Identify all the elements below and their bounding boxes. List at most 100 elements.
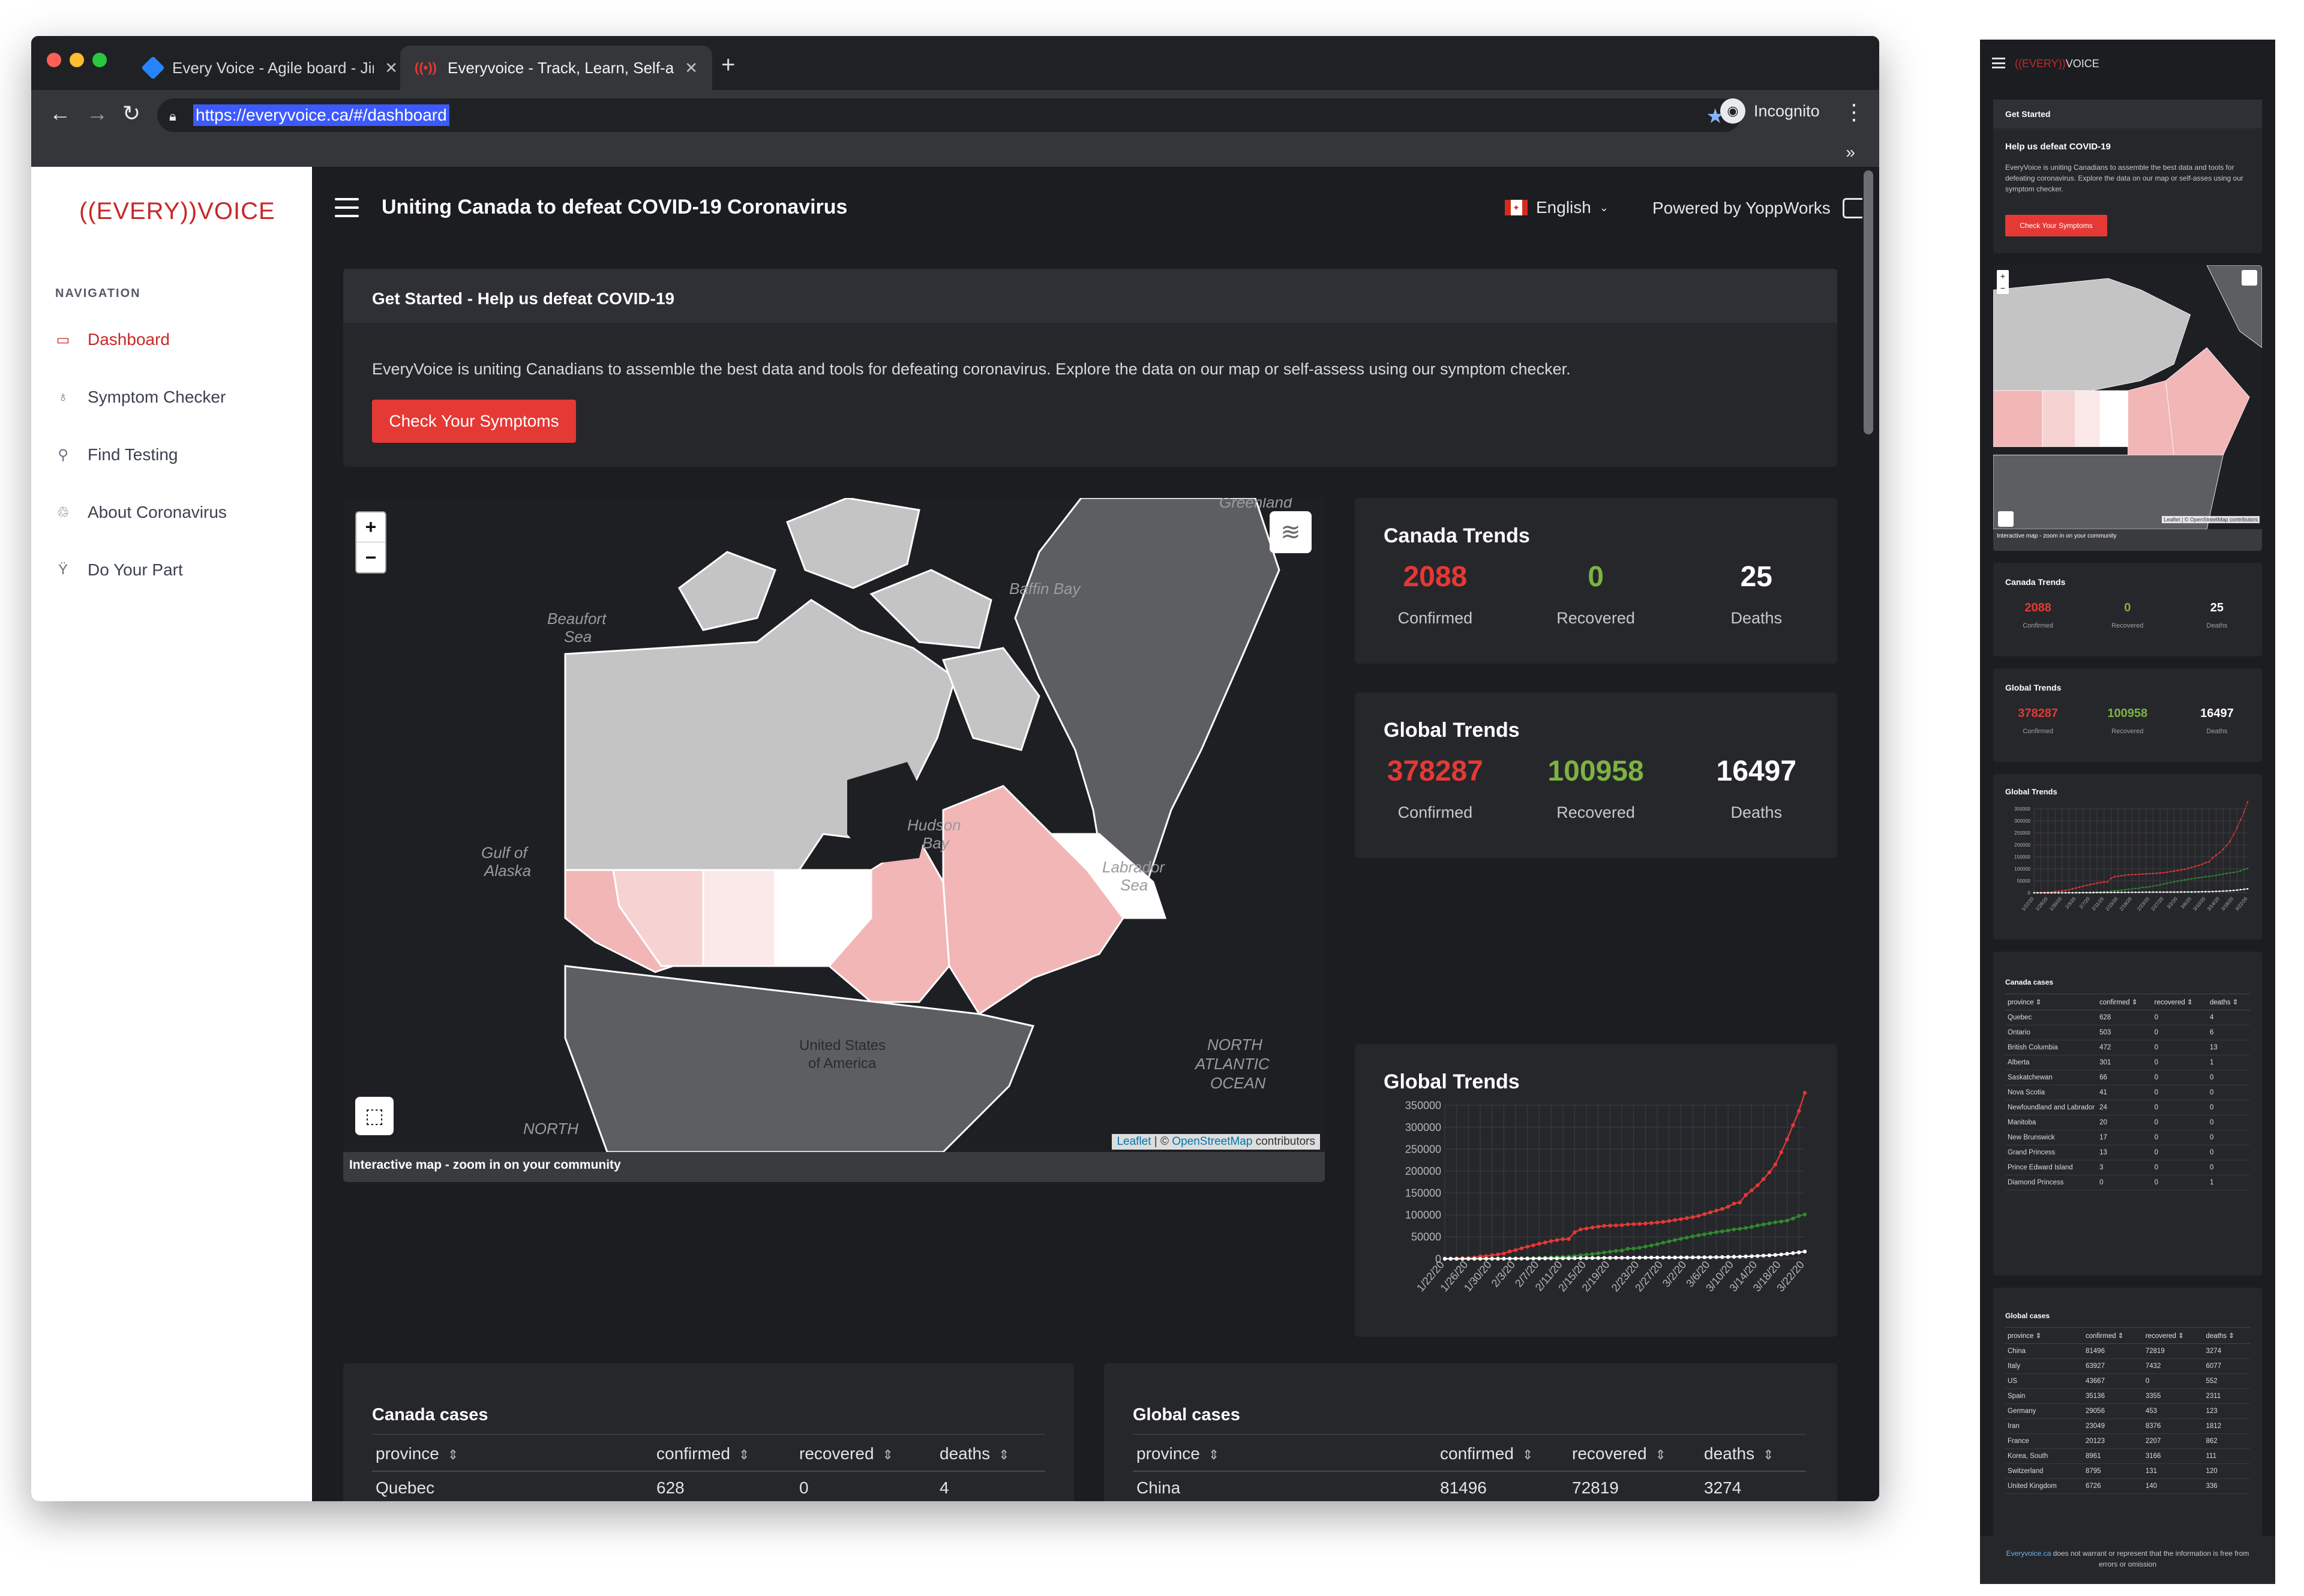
data-point <box>1708 1210 1712 1214</box>
data-point <box>2054 890 2056 893</box>
browser-tab-jira[interactable]: Every Voice - Agile board - Jira ✕ <box>130 46 412 90</box>
zoom-box-icon[interactable] <box>1998 511 2014 527</box>
everyvoice-logo[interactable]: ((EVERY))VOICE <box>79 198 275 225</box>
sidebar-item-about-coronavirus[interactable]: ♲ About Coronavirus <box>55 503 227 522</box>
column-header-province[interactable]: province ⇕ <box>2005 1327 2083 1344</box>
x-tick-label: 1/22/20 <box>2020 896 2035 912</box>
mobile-zoom-control[interactable]: + − <box>1997 270 2009 294</box>
maximize-window-button[interactable] <box>92 53 107 67</box>
sort-icon[interactable]: ⇕ <box>882 1447 893 1462</box>
minimize-window-button[interactable] <box>70 53 84 67</box>
browser-menu-icon[interactable]: ⋮ <box>1843 100 1865 124</box>
sort-icon[interactable]: ⇕ <box>1208 1447 1220 1462</box>
column-header-deaths[interactable]: deaths ⇕ <box>2203 1327 2250 1344</box>
address-bar[interactable]: 🔒︎ https://everyvoice.ca/#/dashboard ★ <box>157 98 1741 132</box>
sidebar-item-dashboard[interactable]: ▭ Dashboard <box>55 330 170 349</box>
mobile-map-card[interactable]: + − Leaflet | © OpenStreetMap contributor… <box>1993 265 2262 551</box>
column-header-confirmed[interactable]: confirmed ⇕ <box>653 1434 796 1472</box>
data-point <box>2194 877 2196 880</box>
column-header-recovered[interactable]: recovered ⇕ <box>796 1434 936 1472</box>
column-header-confirmed[interactable]: confirmed ⇕ <box>2097 994 2152 1010</box>
data-point <box>1531 1243 1535 1247</box>
incognito-indicator[interactable]: ◉ Incognito <box>1720 98 1820 124</box>
cell-confirmed: 81496 <box>2083 1343 2143 1359</box>
layers-icon[interactable] <box>2242 270 2257 286</box>
footer-link[interactable]: Everyvoice.ca <box>2006 1549 2051 1558</box>
sort-icon[interactable]: ⇕ <box>1522 1447 1534 1462</box>
sort-icon[interactable]: ⇕ <box>1763 1447 1774 1462</box>
data-point <box>2145 873 2147 875</box>
data-point <box>1555 1238 1559 1242</box>
sort-icon[interactable]: ⇕ <box>738 1447 750 1462</box>
data-point <box>2057 892 2060 894</box>
table-row: Newfoundland and Labrador 24 0 0 <box>2005 1100 2250 1115</box>
close-window-button[interactable] <box>47 53 61 67</box>
column-header-province[interactable]: province ⇕ <box>2005 994 2098 1010</box>
browser-tab-everyvoice[interactable]: ((•)) Everyvoice - Track, Learn, Self-a … <box>400 46 712 90</box>
column-header-recovered[interactable]: recovered ⇕ <box>2143 1327 2204 1344</box>
back-arrow-icon[interactable]: ← <box>49 101 71 125</box>
column-header-confirmed[interactable]: confirmed ⇕ <box>1436 1434 1568 1472</box>
data-point <box>2197 865 2200 866</box>
mobile-check-symptoms-button[interactable]: Check Your Symptoms <box>2005 215 2107 236</box>
data-point <box>1596 1251 1600 1255</box>
sidebar-item-symptom-checker[interactable]: ♁ Symptom Checker <box>55 388 226 407</box>
deaths-label: Deaths <box>2206 622 2228 629</box>
data-point <box>1507 1256 1512 1261</box>
reload-icon[interactable]: ↻ <box>122 101 141 125</box>
column-header-deaths[interactable]: deaths ⇕ <box>936 1434 1045 1472</box>
canada-cases-card: Canada cases province ⇕ confirmed ⇕ recove… <box>343 1363 1074 1501</box>
mobile-get-started-bar: Get Started <box>1993 100 2262 128</box>
column-header-deaths[interactable]: deaths ⇕ <box>1700 1434 1806 1472</box>
everyvoice-logo[interactable]: ((EVERY))VOICE <box>2015 58 2099 70</box>
map-canvas[interactable]: Greenland Beaufort Sea Baffin Bay Hudson… <box>343 498 1325 1152</box>
data-point <box>1779 1252 1783 1256</box>
column-header-recovered[interactable]: recovered ⇕ <box>1568 1434 1700 1472</box>
sort-icon[interactable]: ⇕ <box>447 1447 459 1462</box>
hamburger-menu-icon[interactable] <box>1992 58 2005 68</box>
url-text[interactable]: https://everyvoice.ca/#/dashboard <box>193 104 449 126</box>
cell-deaths: 1812 <box>2203 1418 2250 1434</box>
data-point <box>1631 1246 1636 1251</box>
sidebar-item-find-testing[interactable]: ⚲ Find Testing <box>55 445 178 464</box>
zoom-out-button[interactable]: − <box>365 546 377 568</box>
data-point <box>2236 871 2238 873</box>
close-tab-icon[interactable]: ✕ <box>685 58 698 77</box>
mobile-global-cases-table: province ⇕ confirmed ⇕ recovered ⇕ death… <box>2005 1327 2250 1494</box>
data-point <box>2246 801 2249 803</box>
scrollbar-thumb[interactable] <box>1864 170 1873 434</box>
zoom-in-button[interactable]: + <box>356 512 385 542</box>
column-header-province[interactable]: province ⇕ <box>1133 1434 1436 1472</box>
close-tab-icon[interactable]: ✕ <box>385 58 398 77</box>
sort-icon[interactable]: ⇕ <box>998 1447 1010 1462</box>
data-point <box>2047 892 2049 894</box>
forward-arrow-icon[interactable]: → <box>86 101 108 125</box>
hamburger-menu-icon[interactable] <box>335 198 359 217</box>
app-header: Uniting Canada to defeat COVID-19 Corona… <box>312 167 1879 250</box>
leaflet-link[interactable]: Leaflet <box>1117 1135 1151 1148</box>
map-card[interactable]: Greenland Beaufort Sea Baffin Bay Hudson… <box>343 498 1325 1182</box>
language-selector[interactable]: ✦ English ⌄ <box>1505 198 1609 217</box>
column-header-label: recovered <box>799 1444 874 1463</box>
bookmarks-overflow-button[interactable]: » <box>1846 143 1855 161</box>
check-symptoms-button[interactable]: Check Your Symptoms <box>372 400 576 443</box>
column-header-recovered[interactable]: recovered ⇕ <box>2152 994 2207 1010</box>
data-point <box>2201 876 2203 878</box>
column-header-deaths[interactable]: deaths ⇕ <box>2207 994 2250 1010</box>
zoom-box-icon[interactable]: ⬚ <box>355 1097 394 1135</box>
tab-strip: Every Voice - Agile board - Jira ✕ ((•))… <box>31 36 1879 90</box>
column-header-province[interactable]: province ⇕ <box>372 1434 653 1472</box>
powered-by-link[interactable]: Powered by YoppWorks <box>1652 198 1865 218</box>
data-point <box>2103 881 2105 883</box>
openstreetmap-link[interactable]: OpenStreetMap <box>1172 1135 1253 1148</box>
sort-icon[interactable]: ⇕ <box>1655 1447 1666 1462</box>
cell-province: Quebec <box>2005 1010 2098 1025</box>
page-scrollbar[interactable] <box>1862 167 1874 1501</box>
column-header-confirmed[interactable]: confirmed ⇕ <box>2083 1327 2143 1344</box>
layers-icon[interactable]: ≋ <box>1270 511 1312 553</box>
mobile-map-canvas[interactable] <box>1993 265 2262 530</box>
data-point <box>1767 1253 1772 1258</box>
data-point <box>2239 818 2242 821</box>
sidebar-item-do-your-part[interactable]: Ÿ Do Your Part <box>55 560 183 580</box>
new-tab-button[interactable]: + <box>721 52 736 78</box>
